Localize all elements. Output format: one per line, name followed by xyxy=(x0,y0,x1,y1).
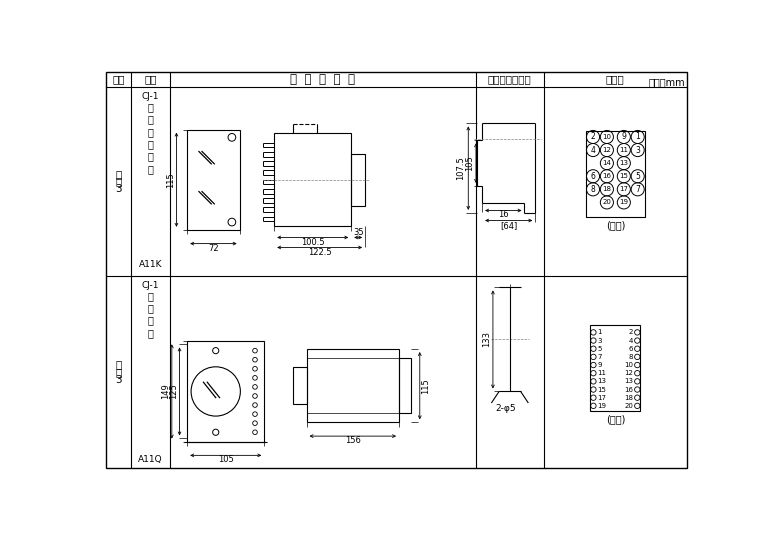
Text: 122.5: 122.5 xyxy=(308,248,331,257)
Text: 72: 72 xyxy=(208,244,219,253)
Text: 15: 15 xyxy=(619,173,628,179)
Text: 107.5: 107.5 xyxy=(456,156,465,180)
Text: 18: 18 xyxy=(602,186,611,192)
Text: 14: 14 xyxy=(602,160,611,166)
Text: 5: 5 xyxy=(635,172,640,181)
Text: 后: 后 xyxy=(147,139,153,149)
Text: 105: 105 xyxy=(217,455,234,464)
Bar xyxy=(586,131,645,217)
Text: 附: 附 xyxy=(115,169,122,179)
Text: A11K: A11K xyxy=(139,260,162,269)
Bar xyxy=(591,325,640,411)
Text: 17: 17 xyxy=(619,186,628,192)
Text: 15: 15 xyxy=(598,386,607,393)
Text: 12: 12 xyxy=(602,147,611,153)
Text: 1: 1 xyxy=(635,133,640,141)
Text: 接: 接 xyxy=(147,151,153,162)
Text: 156: 156 xyxy=(345,436,361,445)
Text: 接: 接 xyxy=(147,316,153,326)
Text: 9: 9 xyxy=(622,133,626,141)
Text: 2: 2 xyxy=(628,330,633,335)
Text: 端子图: 端子图 xyxy=(606,74,625,85)
Text: 11: 11 xyxy=(619,147,628,153)
Text: 133: 133 xyxy=(482,332,491,347)
Bar xyxy=(274,134,351,226)
Text: 115: 115 xyxy=(166,172,175,188)
Text: 5: 5 xyxy=(598,346,602,351)
Text: 100.5: 100.5 xyxy=(301,238,324,247)
Text: 20: 20 xyxy=(602,200,611,205)
Text: 10: 10 xyxy=(624,362,633,368)
Text: 单位：mm: 单位：mm xyxy=(648,77,685,87)
Text: 13: 13 xyxy=(619,160,628,166)
Text: 图: 图 xyxy=(115,367,122,377)
Text: 式: 式 xyxy=(147,127,153,137)
Text: 图号: 图号 xyxy=(112,74,125,85)
Text: 16: 16 xyxy=(624,386,633,393)
Text: 20: 20 xyxy=(624,403,633,409)
Text: 18: 18 xyxy=(624,395,633,401)
Bar xyxy=(351,154,365,205)
Text: 8: 8 xyxy=(628,354,633,360)
Text: 7: 7 xyxy=(635,185,640,194)
Text: CJ-1: CJ-1 xyxy=(142,281,159,289)
Text: [64]: [64] xyxy=(500,220,517,230)
Text: 安装开孔尺寸图: 安装开孔尺寸图 xyxy=(488,74,532,85)
Text: 结构: 结构 xyxy=(144,74,156,85)
Text: CJ-1: CJ-1 xyxy=(142,92,159,101)
Text: 115: 115 xyxy=(421,378,430,394)
Text: 外  形  尺  寸  图: 外 形 尺 寸 图 xyxy=(290,73,355,86)
Text: 3: 3 xyxy=(635,146,640,155)
Text: (前视): (前视) xyxy=(606,414,625,424)
Text: 125: 125 xyxy=(169,384,178,399)
Text: 8: 8 xyxy=(591,185,595,194)
Text: 2-φ5: 2-φ5 xyxy=(495,404,516,413)
Text: 3: 3 xyxy=(598,338,602,343)
Bar xyxy=(307,349,399,422)
Text: A11Q: A11Q xyxy=(138,455,163,464)
Text: 7: 7 xyxy=(598,354,602,360)
Text: 3: 3 xyxy=(115,375,122,385)
Text: 前: 前 xyxy=(147,303,153,314)
Text: 16: 16 xyxy=(498,210,509,219)
Text: 11: 11 xyxy=(598,370,607,376)
Text: 19: 19 xyxy=(598,403,607,409)
Text: 6: 6 xyxy=(628,346,633,351)
Text: 2: 2 xyxy=(591,133,595,141)
Text: 12: 12 xyxy=(624,370,633,376)
Text: 线: 线 xyxy=(147,328,153,338)
Text: 35: 35 xyxy=(353,228,364,238)
Bar xyxy=(399,358,410,414)
Text: 图: 图 xyxy=(115,177,122,187)
Bar xyxy=(187,129,240,230)
Text: 105: 105 xyxy=(465,155,474,171)
Text: 6: 6 xyxy=(591,172,595,181)
Text: 16: 16 xyxy=(602,173,611,179)
Text: 1: 1 xyxy=(598,330,602,335)
Text: 149: 149 xyxy=(161,384,170,399)
Text: 10: 10 xyxy=(602,134,611,140)
Bar xyxy=(187,341,264,441)
Bar xyxy=(293,368,307,404)
Text: 4: 4 xyxy=(628,338,633,343)
Text: 3: 3 xyxy=(115,185,122,194)
Text: 9: 9 xyxy=(598,362,602,368)
Text: 19: 19 xyxy=(619,200,628,205)
Text: 线: 线 xyxy=(147,164,153,174)
Text: 17: 17 xyxy=(598,395,607,401)
Text: 嵌: 嵌 xyxy=(147,102,153,112)
Text: 13: 13 xyxy=(624,378,633,384)
Text: (背视): (背视) xyxy=(606,220,625,230)
Text: 4: 4 xyxy=(591,146,595,155)
Text: 13: 13 xyxy=(598,378,607,384)
Text: 附: 附 xyxy=(115,360,122,370)
Text: 入: 入 xyxy=(147,114,153,125)
Text: 板: 板 xyxy=(147,291,153,301)
